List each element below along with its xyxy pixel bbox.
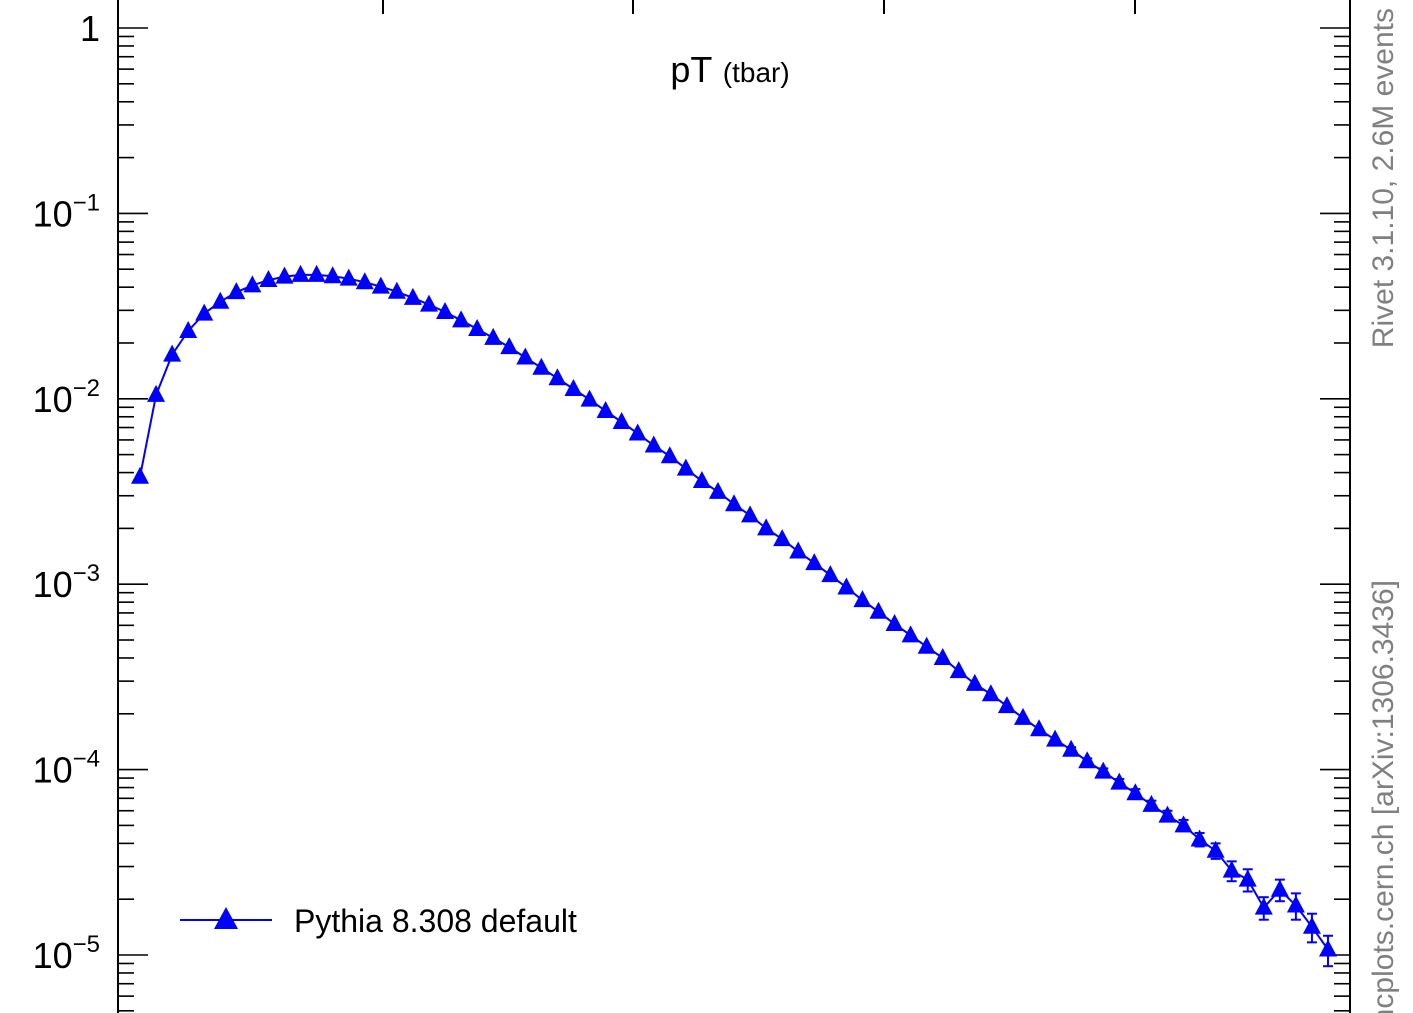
series-line [139,273,1329,951]
data-point [1254,897,1273,915]
data-point [708,481,727,499]
data-point [1206,840,1225,858]
data-point [484,327,503,345]
data-point [131,466,149,484]
data-point [981,684,1000,702]
data-point [323,266,342,284]
data-point [660,446,679,464]
y-tick-label: 10−3 [33,560,100,605]
data-point [741,505,760,523]
data-point [1302,916,1321,934]
data-point [805,553,824,571]
data-point [452,310,471,328]
side-label-top: Rivet 3.1.10, 2.6M events [1367,8,1400,348]
data-point [1046,729,1065,747]
y-axis-ticks [118,27,1350,1012]
data-point [403,287,422,305]
x-axis-top-ticks [382,0,1136,14]
chart-title: pT (tbar) [670,49,789,90]
data-point [869,601,888,619]
data-point [853,590,872,608]
data-point [757,518,776,536]
data-point [901,625,920,643]
data-point [837,577,856,595]
legend-marker [214,907,238,929]
y-axis-tick-labels: 1 10−1 10−2 10−3 10−4 10−5 [33,8,100,976]
y-tick-label: 10−2 [33,375,100,420]
data-point [436,301,455,319]
data-point [1190,829,1209,847]
data-point [1062,739,1081,757]
data-point [1158,805,1177,823]
legend-label: Pythia 8.308 default [294,903,577,939]
y-tick-label: 10−5 [33,931,100,976]
data-point [211,291,230,309]
chart-title-sub: (tbar) [723,57,790,88]
data-point [1078,751,1097,769]
data-point [516,347,535,365]
data-point [821,565,840,583]
chart-title-main: pT [670,49,712,90]
data-point [1174,815,1193,833]
data-point [1126,783,1145,801]
data-point [773,529,792,547]
data-point [163,344,182,362]
legend: Pythia 8.308 default [180,903,577,939]
y-tick-label: 10−4 [33,746,100,791]
data-point [387,281,406,299]
data-point [564,378,583,396]
data-point [1013,707,1032,725]
data-point [1319,939,1337,957]
data-point [227,282,246,300]
data-point [291,264,310,282]
data-point [949,661,968,679]
data-point [179,321,198,339]
data-point [1222,860,1241,878]
data-point [419,294,438,312]
data-point [1286,895,1305,913]
data-point [147,384,166,402]
data-point [548,368,567,386]
data-point [500,337,519,355]
data-point [1270,879,1289,897]
data-point [371,276,390,294]
data-point [676,458,695,476]
data-point [1094,761,1113,779]
data-point [725,494,743,512]
data-point [917,636,936,654]
side-label-bottom: mcplots.cern.ch [arXiv:1306.3436] [1367,580,1400,1013]
data-point [275,266,294,284]
data-point [692,471,711,489]
data-point [1110,772,1129,790]
data-point [339,268,358,286]
data-point [1142,794,1161,812]
data-point [243,275,262,293]
y-tick-label: 10−1 [33,189,100,234]
y-tick-label: 1 [80,8,100,49]
data-point [612,411,631,429]
data-point [468,318,487,336]
data-point [933,647,952,665]
data-point [532,357,551,375]
data-point [644,435,663,453]
data-point [1030,719,1049,737]
series-layer [131,264,1337,968]
data-point [965,673,984,691]
data-point [1238,869,1257,887]
data-point [789,541,808,559]
data-point [259,270,278,288]
data-point [307,264,326,282]
data-point [885,613,904,631]
data-point [580,389,599,407]
data-point [596,400,615,418]
data-point [997,696,1016,714]
data-point [628,423,647,441]
data-point [355,272,374,290]
data-point [195,303,214,321]
